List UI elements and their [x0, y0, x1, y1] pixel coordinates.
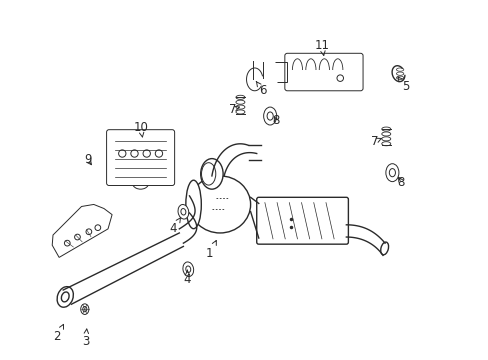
Circle shape [75, 234, 80, 240]
Circle shape [131, 150, 138, 157]
Ellipse shape [380, 242, 388, 255]
FancyBboxPatch shape [106, 130, 174, 185]
Ellipse shape [178, 204, 188, 219]
Ellipse shape [185, 180, 201, 229]
Ellipse shape [201, 163, 215, 185]
FancyBboxPatch shape [256, 197, 347, 244]
Ellipse shape [385, 164, 398, 182]
FancyBboxPatch shape [284, 53, 362, 91]
Circle shape [143, 150, 150, 157]
Ellipse shape [81, 304, 89, 314]
Circle shape [64, 240, 70, 246]
Ellipse shape [82, 306, 87, 312]
Text: 4: 4 [169, 217, 181, 235]
Circle shape [119, 150, 126, 157]
Ellipse shape [181, 208, 185, 215]
Text: 8: 8 [272, 114, 280, 127]
Circle shape [86, 229, 92, 235]
Ellipse shape [263, 107, 276, 125]
Ellipse shape [388, 168, 395, 177]
Polygon shape [52, 204, 112, 257]
Text: 7: 7 [370, 135, 381, 148]
Text: 7: 7 [228, 103, 239, 116]
Circle shape [155, 150, 163, 157]
Ellipse shape [57, 287, 73, 307]
Text: 5: 5 [397, 77, 408, 93]
Text: 11: 11 [314, 39, 329, 55]
Ellipse shape [183, 262, 193, 276]
Ellipse shape [61, 292, 69, 302]
Text: 3: 3 [82, 329, 89, 348]
Ellipse shape [200, 159, 223, 189]
Text: 10: 10 [133, 121, 148, 137]
Text: 8: 8 [397, 176, 404, 189]
Text: 6: 6 [256, 81, 266, 97]
Ellipse shape [266, 112, 273, 120]
Circle shape [336, 75, 343, 81]
Text: 2: 2 [53, 324, 63, 343]
Ellipse shape [185, 266, 190, 273]
Text: 1: 1 [206, 240, 216, 260]
Text: 4: 4 [183, 270, 191, 286]
Ellipse shape [189, 176, 250, 233]
Text: 9: 9 [84, 153, 91, 166]
Circle shape [95, 225, 101, 230]
